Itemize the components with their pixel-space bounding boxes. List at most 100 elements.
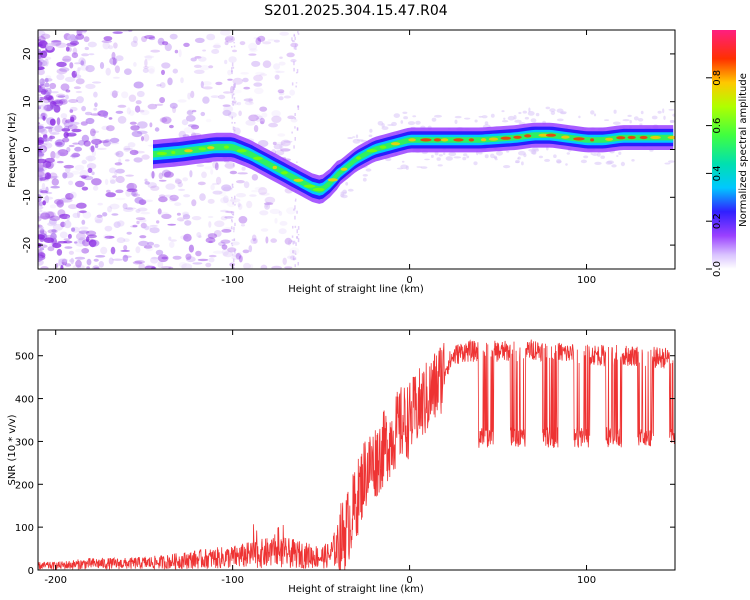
noise-streak bbox=[296, 210, 298, 214]
noise-streak bbox=[231, 242, 233, 245]
haze-blob bbox=[356, 139, 364, 142]
noise-blob bbox=[249, 263, 254, 269]
noise-blob bbox=[115, 55, 124, 62]
noise-blob bbox=[176, 212, 181, 216]
noise-blob bbox=[287, 115, 295, 120]
noise-blob bbox=[38, 170, 47, 178]
noise-blob bbox=[38, 174, 45, 182]
noise-streak bbox=[234, 222, 236, 226]
haze-blob bbox=[578, 115, 581, 119]
noise-blob bbox=[221, 244, 228, 250]
noise-streak bbox=[233, 127, 236, 129]
haze-blob bbox=[549, 108, 556, 113]
noise-blob bbox=[273, 39, 280, 43]
noise-blob bbox=[220, 30, 231, 36]
noise-blob bbox=[67, 34, 76, 42]
ridge-core bbox=[207, 146, 215, 150]
noise-blob bbox=[254, 186, 266, 191]
haze-blob bbox=[490, 113, 495, 118]
noise-blob bbox=[65, 94, 69, 100]
noise-streak bbox=[297, 262, 299, 266]
noise-blob bbox=[274, 217, 278, 224]
noise-blob bbox=[220, 209, 229, 213]
noise-blob bbox=[107, 206, 113, 213]
noise-blob bbox=[69, 106, 78, 112]
noise-streak bbox=[231, 266, 233, 269]
noise-blob bbox=[49, 204, 57, 209]
noise-blob bbox=[143, 226, 152, 230]
noise-streak bbox=[297, 234, 300, 236]
noise-blob bbox=[75, 259, 82, 268]
haze-blob bbox=[514, 119, 522, 123]
noise-streak bbox=[296, 69, 299, 73]
haze-blob bbox=[528, 107, 531, 113]
noise-blob bbox=[268, 122, 278, 128]
noise-blob bbox=[61, 117, 68, 125]
noise-blob bbox=[56, 73, 65, 81]
noise-blob bbox=[121, 91, 129, 99]
noise-blob bbox=[85, 155, 96, 162]
snr-y-axis-label: SNR (10 * v/v) bbox=[7, 414, 18, 485]
snr-y-tick-label: 0 bbox=[28, 566, 34, 577]
noise-blob bbox=[180, 235, 189, 240]
haze-blob bbox=[613, 109, 617, 114]
noise-blob bbox=[112, 58, 117, 66]
noise-blob bbox=[38, 216, 42, 222]
noise-blob bbox=[81, 105, 86, 112]
noise-blob bbox=[238, 203, 243, 210]
noise-blob bbox=[277, 133, 286, 137]
noise-blob bbox=[92, 130, 100, 134]
noise-blob bbox=[208, 240, 213, 243]
noise-blob bbox=[271, 115, 282, 124]
noise-blob bbox=[51, 39, 62, 47]
spectrogram-y-tick-label: 20 bbox=[22, 48, 33, 61]
noise-blob bbox=[62, 55, 72, 63]
noise-streak bbox=[293, 240, 296, 244]
noise-blob bbox=[49, 135, 56, 140]
noise-blob bbox=[215, 176, 222, 185]
noise-blob bbox=[141, 136, 144, 142]
noise-blob bbox=[290, 59, 297, 63]
noise-blob bbox=[94, 143, 99, 149]
noise-blob bbox=[127, 142, 136, 148]
noise-blob bbox=[83, 36, 90, 43]
noise-blob bbox=[38, 188, 49, 196]
noise-blob bbox=[136, 220, 140, 225]
noise-blob bbox=[221, 229, 232, 233]
noise-blob bbox=[183, 127, 195, 134]
noise-blob bbox=[134, 105, 141, 113]
noise-streak bbox=[294, 137, 296, 141]
noise-blob bbox=[77, 210, 81, 219]
noise-streak bbox=[292, 240, 294, 245]
noise-blob bbox=[102, 111, 108, 118]
noise-blob bbox=[178, 130, 186, 139]
ridge-core bbox=[561, 135, 570, 139]
noise-blob bbox=[40, 128, 48, 135]
noise-blob bbox=[237, 252, 242, 256]
noise-blob bbox=[131, 130, 143, 138]
noise-blob bbox=[41, 142, 53, 149]
noise-streak bbox=[297, 238, 300, 243]
haze-blob bbox=[436, 157, 441, 161]
noise-blob bbox=[65, 193, 74, 200]
noise-blob bbox=[224, 216, 234, 219]
noise-blob bbox=[38, 116, 48, 120]
haze-blob bbox=[633, 116, 639, 121]
ridge-core bbox=[605, 137, 614, 141]
noise-blob bbox=[40, 212, 51, 220]
noise-blob bbox=[85, 117, 95, 125]
noise-blob bbox=[80, 60, 85, 66]
noise-blob bbox=[42, 115, 46, 121]
noise-streak bbox=[231, 70, 233, 75]
noise-blob bbox=[141, 154, 150, 160]
ridge-core bbox=[667, 135, 675, 140]
noise-blob bbox=[122, 254, 129, 262]
noise-streak bbox=[233, 83, 235, 87]
noise-blob bbox=[38, 69, 45, 76]
noise-blob bbox=[52, 99, 64, 107]
noise-blob bbox=[224, 40, 229, 46]
noise-streak bbox=[231, 46, 233, 48]
ridge-core bbox=[420, 138, 432, 142]
noise-streak bbox=[297, 31, 299, 34]
